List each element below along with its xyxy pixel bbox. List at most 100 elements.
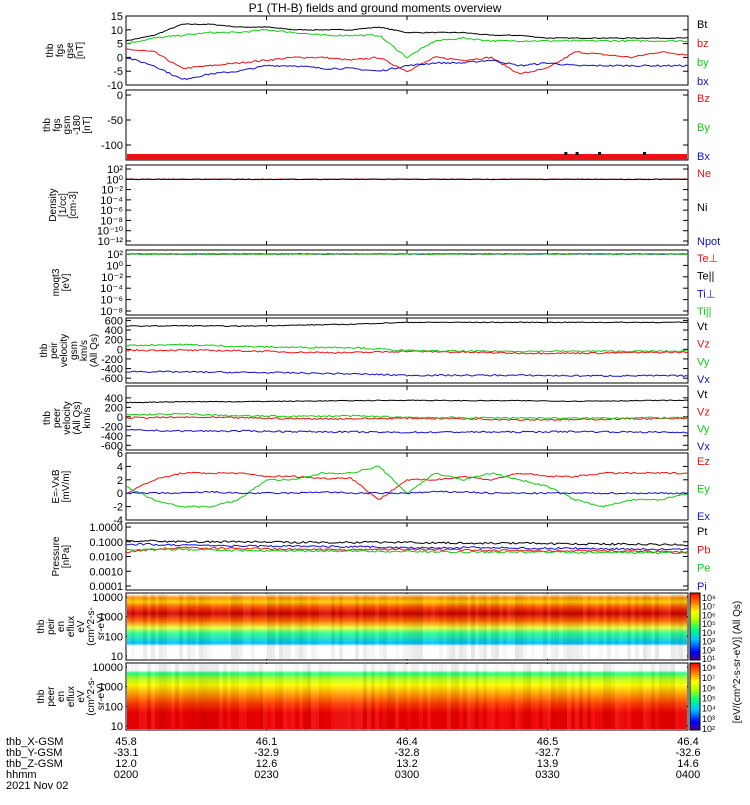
y-tick-label: 0 — [117, 412, 123, 424]
y-axis-label: eflux — [66, 616, 77, 637]
colorbar-tick-label: 10⁵ — [702, 694, 716, 704]
spectrogram-texture — [451, 664, 455, 729]
spectrogram-texture — [199, 594, 203, 659]
y-axis-label: [1/cc] — [58, 193, 69, 217]
spectrogram-texture — [187, 664, 191, 729]
y-tick-label: -100 — [101, 140, 123, 152]
y-tick-label: 10² — [107, 249, 123, 261]
series-line-Ey — [125, 465, 689, 508]
colorbar-tick-label: 10⁵ — [702, 619, 716, 629]
spectrogram-texture — [643, 664, 647, 729]
y-tick-label: 200 — [105, 402, 123, 414]
spectrogram-texture — [299, 594, 303, 659]
spectrogram-texture — [675, 664, 679, 729]
y-tick-label: -5 — [113, 66, 123, 78]
y-axis-label: en — [56, 691, 67, 702]
spectrogram-texture — [519, 594, 523, 659]
y-tick-label: -4 — [113, 515, 123, 527]
spectrogram-texture — [355, 594, 359, 659]
y-axis-label: [mV/m] — [61, 470, 72, 502]
panel-frame-temperature — [125, 249, 689, 316]
x-tick-label: 0330 — [535, 769, 559, 781]
spectrogram-texture — [463, 664, 467, 729]
spectrogram-texture — [411, 594, 415, 659]
spectrogram-texture — [155, 594, 159, 659]
spectrogram-texture — [575, 594, 579, 659]
legend-entry: Ni — [697, 202, 707, 214]
spectrogram-texture — [235, 594, 239, 659]
spectrogram-texture — [423, 594, 427, 659]
x-tick-label: 14.6 — [677, 758, 698, 770]
spectrogram-texture — [503, 594, 507, 659]
spectrogram-texture — [279, 664, 283, 729]
spectrogram-texture — [395, 594, 399, 659]
spectrogram-texture — [383, 664, 387, 729]
spectrogram-texture — [159, 594, 163, 659]
spectrogram-texture — [283, 664, 287, 729]
spectrogram-texture — [247, 594, 251, 659]
spectrogram-texture — [343, 664, 347, 729]
spectrogram-texture — [207, 664, 211, 729]
data-mark — [564, 152, 568, 155]
y-tick-label: 400 — [105, 393, 123, 405]
y-axis-label: (All Qs) — [72, 401, 83, 434]
spectrogram-texture — [147, 664, 151, 729]
y-axis-label: thb — [42, 118, 53, 132]
y-axis-label: (cm^2-s- — [86, 677, 97, 716]
y-tick-label: 100 — [105, 701, 123, 713]
spectrogram-texture — [291, 594, 295, 659]
legend-entry: Te⊥ — [697, 253, 718, 265]
spectrogram-texture — [199, 664, 203, 729]
legend-entry: Vx — [697, 374, 710, 386]
spectrogram-texture — [595, 594, 599, 659]
y-axis-label: velocity — [59, 334, 70, 367]
colorbar-tick-label: 10⁶ — [702, 683, 716, 693]
spectrogram-texture — [347, 594, 351, 659]
spectrogram-texture — [487, 594, 491, 659]
spectrogram-texture — [603, 664, 607, 729]
legend-entry: Pe — [697, 563, 710, 575]
spectrogram-texture — [523, 594, 527, 659]
series-line-Pe — [126, 547, 689, 555]
y-tick-label: 10⁰ — [106, 174, 123, 186]
spectrogram-texture — [579, 594, 583, 659]
spectrogram-texture — [203, 664, 207, 729]
spectrogram-texture — [443, 594, 447, 659]
series-line-Vt — [125, 399, 689, 404]
colorbar-tick-label: 10⁴ — [702, 628, 716, 638]
date-label: 2021 Nov 02 — [6, 780, 68, 792]
spectrogram-texture — [531, 664, 535, 729]
spectrogram-texture — [227, 594, 231, 659]
spectrogram-texture — [643, 594, 647, 659]
y-tick-label: 10⁻² — [101, 272, 123, 284]
spectrogram-peir_eflux — [127, 594, 687, 659]
y-tick-label: 200 — [105, 335, 123, 347]
spectrogram-texture — [327, 594, 331, 659]
y-tick-label: 0.0010 — [89, 566, 123, 578]
spectrogram-texture — [595, 664, 599, 729]
spectrogram-texture — [239, 664, 243, 729]
y-tick-label: -400 — [101, 364, 123, 376]
spectrogram-texture — [599, 594, 603, 659]
spectrogram-texture — [339, 594, 343, 659]
colorbar-tick-label: 10² — [702, 645, 715, 655]
legend-entry: Pi — [697, 581, 707, 593]
spectrogram-texture — [619, 664, 623, 729]
legend-entry: Npot — [697, 236, 720, 248]
spectrogram-texture — [571, 664, 575, 729]
y-tick-label: 10⁰ — [106, 260, 123, 272]
spectrogram-texture — [355, 664, 359, 729]
spectrogram-texture — [431, 664, 435, 729]
spectrogram-texture — [427, 664, 431, 729]
legend-entry: Ne — [697, 168, 711, 180]
spectrogram-texture — [175, 664, 179, 729]
x-axis-row-label: hhmm — [6, 769, 37, 781]
spectrogram-texture — [499, 664, 503, 729]
y-axis-label: thb — [45, 43, 56, 57]
x-tick-label: -32.6 — [675, 747, 700, 759]
spectrogram-texture — [223, 664, 227, 729]
legend-entry: Ti⊥ — [697, 288, 715, 300]
legend-entry: Vx — [697, 441, 710, 453]
spectrogram-texture — [607, 664, 611, 729]
spectrogram-texture — [411, 664, 415, 729]
